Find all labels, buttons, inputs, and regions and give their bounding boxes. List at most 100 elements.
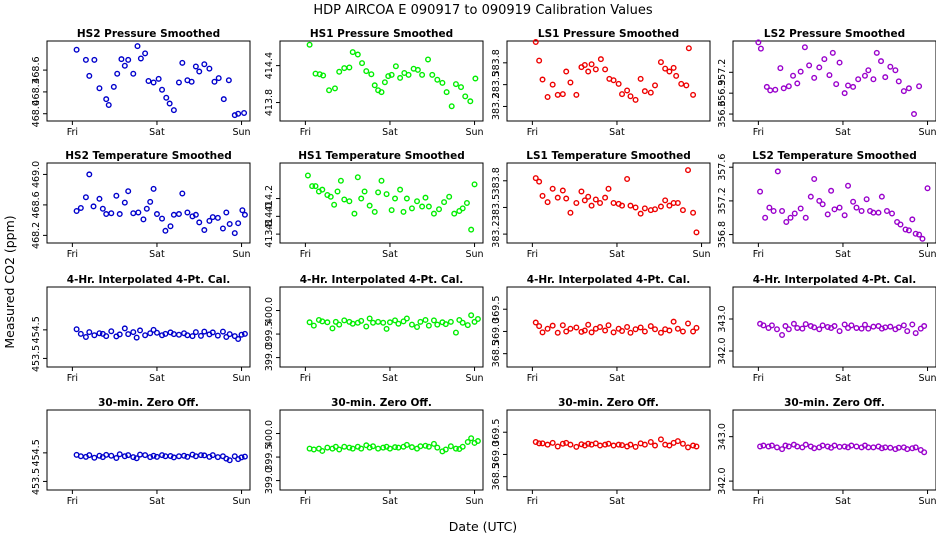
data-point bbox=[209, 452, 216, 459]
data-point bbox=[375, 189, 382, 196]
data-point bbox=[417, 318, 424, 325]
x-tick-label: Sun bbox=[919, 373, 936, 384]
data-point bbox=[235, 220, 242, 227]
data-point bbox=[887, 444, 894, 451]
data-point bbox=[790, 72, 797, 79]
data-point bbox=[130, 454, 137, 461]
data-point bbox=[395, 444, 402, 451]
data-point bbox=[130, 70, 137, 77]
data-point bbox=[239, 207, 246, 214]
data-point bbox=[836, 443, 843, 450]
data-point bbox=[816, 197, 823, 204]
data-point bbox=[627, 202, 634, 209]
plot-frame bbox=[732, 286, 936, 368]
data-point bbox=[197, 452, 204, 459]
data-point bbox=[757, 443, 764, 450]
y-tick-label: 356.9 bbox=[717, 80, 728, 107]
data-point bbox=[666, 327, 673, 334]
data-point bbox=[219, 328, 226, 335]
data-point bbox=[116, 331, 123, 338]
data-point bbox=[632, 443, 639, 450]
data-point bbox=[657, 203, 664, 210]
data-point bbox=[605, 322, 612, 329]
data-point bbox=[334, 188, 341, 195]
data-point bbox=[892, 67, 899, 74]
x-tick-label: Sat bbox=[149, 127, 165, 138]
data-point bbox=[536, 178, 543, 185]
data-point bbox=[597, 442, 604, 449]
data-point bbox=[425, 203, 432, 210]
chart-panel-2: LS1 Pressure Smoothed Fri Sat 383.2383.5383… bbox=[491, 28, 711, 138]
data-point bbox=[201, 227, 208, 234]
data-point bbox=[319, 318, 326, 325]
panel-title: 4-Hr. Interpolated 4-Pt. Cal. bbox=[67, 274, 231, 286]
data-point bbox=[760, 442, 767, 449]
data-point bbox=[588, 329, 595, 336]
plot-frame bbox=[46, 162, 251, 244]
data-point bbox=[241, 330, 248, 337]
data-point bbox=[670, 318, 677, 325]
data-point bbox=[425, 56, 432, 63]
data-point bbox=[143, 205, 150, 212]
data-point bbox=[312, 183, 319, 190]
x-tick-label: Sun bbox=[919, 496, 936, 507]
data-point bbox=[134, 43, 141, 50]
data-point bbox=[863, 196, 870, 203]
data-point bbox=[581, 62, 588, 69]
data-point bbox=[175, 331, 182, 338]
data-point bbox=[772, 86, 779, 93]
data-point bbox=[226, 331, 233, 338]
x-tick-label: Fri bbox=[300, 249, 311, 260]
x-tick-label: Fri bbox=[67, 127, 78, 138]
data-point bbox=[870, 444, 877, 451]
data-point bbox=[811, 74, 818, 81]
data-point bbox=[768, 322, 775, 329]
data-point bbox=[632, 326, 639, 333]
data-point bbox=[219, 225, 226, 232]
data-point bbox=[836, 328, 843, 335]
panel-grid: HS2 Pressure Smoothed Fri Sat Sun 468.0468.3… bbox=[31, 28, 936, 507]
data-point bbox=[192, 453, 199, 460]
y-tick-label: 357.2 bbox=[717, 187, 728, 214]
data-point bbox=[912, 230, 919, 237]
data-point bbox=[188, 78, 195, 85]
data-point bbox=[336, 446, 343, 453]
data-point bbox=[895, 78, 902, 85]
x-tick-label: Fri bbox=[300, 127, 311, 138]
data-point bbox=[363, 323, 370, 330]
x-tick-label: Sat bbox=[382, 127, 398, 138]
data-point bbox=[559, 187, 566, 194]
data-point bbox=[408, 205, 415, 212]
data-point bbox=[370, 319, 377, 326]
data-point bbox=[231, 453, 238, 460]
data-point bbox=[581, 197, 588, 204]
data-point bbox=[414, 66, 421, 73]
data-point bbox=[774, 168, 781, 175]
data-point bbox=[861, 72, 868, 79]
data-point bbox=[155, 75, 162, 82]
data-point bbox=[159, 215, 166, 222]
data-point bbox=[693, 324, 700, 331]
data-point bbox=[419, 71, 426, 78]
data-point bbox=[828, 187, 835, 194]
data-point bbox=[602, 441, 609, 448]
chart-panel-1: HS1 Pressure Smoothed Fri Sat Sun 413.8 414.4 bbox=[264, 28, 484, 138]
data-point bbox=[652, 326, 659, 333]
x-tick-label: Sat bbox=[609, 249, 625, 260]
x-tick-label: Sat bbox=[149, 373, 165, 384]
data-point bbox=[346, 198, 353, 205]
panel-title: 4-Hr. Interpolated 4-Pt. Cal. bbox=[753, 274, 917, 286]
data-point bbox=[73, 207, 80, 214]
data-point bbox=[447, 443, 454, 450]
plot-frame bbox=[279, 162, 484, 244]
data-point bbox=[544, 441, 551, 448]
data-point bbox=[150, 79, 157, 86]
data-point bbox=[875, 209, 882, 216]
data-point bbox=[310, 322, 317, 329]
data-point bbox=[532, 175, 539, 182]
plot-frame bbox=[279, 40, 484, 122]
data-point bbox=[241, 453, 248, 460]
panel-title: 30-min. Zero Off. bbox=[784, 397, 885, 409]
y-tick-label: 342.0 bbox=[717, 468, 728, 495]
